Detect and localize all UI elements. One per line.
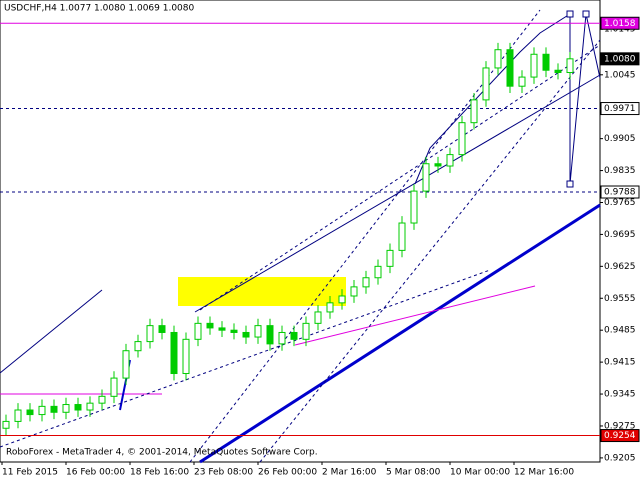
level-label: 0.9971 xyxy=(604,104,636,114)
trend-line xyxy=(194,74,601,313)
candle-body xyxy=(494,49,502,69)
x-tick-label: 26 Feb 00:00 xyxy=(258,468,317,478)
y-tick-label: 0.9275 xyxy=(604,421,636,431)
candle-body xyxy=(398,222,406,251)
candle-body xyxy=(182,338,190,375)
candle-body xyxy=(26,409,34,416)
level-label-bg xyxy=(600,429,640,443)
x-tick-label: 12 Mar 16:00 xyxy=(514,468,574,478)
candle-body xyxy=(314,311,322,324)
trend-line xyxy=(294,285,536,346)
y-tick-label: 0.9695 xyxy=(604,230,636,240)
y-tick-label: 0.9905 xyxy=(604,134,636,144)
candle-body xyxy=(422,163,430,192)
plot-frame xyxy=(0,0,601,463)
candle-body xyxy=(110,377,118,397)
level-label-bg xyxy=(600,102,640,116)
level-label: 0.9254 xyxy=(604,431,636,441)
candle-body xyxy=(506,49,514,87)
candle-body xyxy=(14,409,22,422)
candle-body xyxy=(218,327,226,331)
y-tick-label: 0.9765 xyxy=(604,198,636,208)
candle-body xyxy=(158,325,166,333)
candle-body xyxy=(446,154,454,167)
footer: RoboForex - MetaTrader 4, © 2001-2014, M… xyxy=(6,448,318,458)
candle-body xyxy=(410,190,418,224)
candle-body xyxy=(530,53,538,78)
trend-line xyxy=(0,289,103,374)
y-tick-label: 0.9625 xyxy=(604,262,636,272)
candle-body xyxy=(350,286,358,297)
channel-line xyxy=(0,269,491,448)
level-label-bg xyxy=(600,52,640,66)
zone xyxy=(178,277,346,306)
x-tick-label: 16 Feb 00:00 xyxy=(66,468,125,478)
y-tick-label: 0.9415 xyxy=(604,358,636,368)
candle-body xyxy=(542,53,550,71)
level-label-bg xyxy=(600,16,640,30)
level-label: 0.9788 xyxy=(604,188,636,198)
y-tick-label: 0.9555 xyxy=(604,294,636,304)
candle-body xyxy=(74,404,82,411)
anchor xyxy=(566,10,574,18)
candle-body xyxy=(50,405,58,413)
chart-title: USDCHF,H4 1.0077 1.0080 1.0069 1.0080 xyxy=(4,4,194,14)
x-tick-label: 5 Mar 08:00 xyxy=(386,468,441,478)
x-tick-label: 10 Mar 00:00 xyxy=(450,468,510,478)
candle-body xyxy=(302,322,310,340)
candle-body xyxy=(170,331,178,375)
y-tick-label: 0.9485 xyxy=(604,326,636,336)
channel-line xyxy=(259,39,601,463)
trend-line xyxy=(199,203,601,464)
x-tick-label: 18 Feb 16:00 xyxy=(130,468,189,478)
candle-body xyxy=(86,402,94,411)
x-tick-label: 2 Mar 16:00 xyxy=(322,468,377,478)
anchor xyxy=(566,180,574,188)
candle-body xyxy=(134,341,142,352)
candle-body xyxy=(242,331,250,338)
candle-body xyxy=(338,295,346,304)
candle-body xyxy=(482,67,490,101)
candle-body xyxy=(554,69,562,74)
level-label: 1.0158 xyxy=(604,19,636,29)
x-tick-label: 11 Feb 2015 xyxy=(2,468,58,478)
y-tick-label: 0.9345 xyxy=(604,390,636,400)
candle-body xyxy=(122,350,130,379)
candle-body xyxy=(566,58,574,74)
channel-line xyxy=(189,9,541,463)
candle-body xyxy=(38,405,46,416)
candle-body xyxy=(518,76,526,87)
candle-body xyxy=(290,331,298,340)
candle-body xyxy=(326,302,334,313)
y-tick-label: 1.0045 xyxy=(604,70,636,80)
candle-body xyxy=(278,331,286,345)
candle-body xyxy=(470,99,478,124)
anchor xyxy=(582,10,590,18)
candle-body xyxy=(266,325,274,345)
candle-body xyxy=(230,329,238,333)
candle-body xyxy=(374,265,382,279)
candle-body xyxy=(62,404,70,413)
candle-body xyxy=(434,163,442,167)
x-tick-label: 23 Feb 08:00 xyxy=(194,468,253,478)
candle-body xyxy=(458,122,466,156)
level-label-bg xyxy=(600,185,640,199)
candle-body xyxy=(146,325,154,343)
y-tick-label: 0.9205 xyxy=(604,453,636,463)
candle-body xyxy=(362,277,370,288)
candle-body xyxy=(98,395,106,404)
level-label: 1.0080 xyxy=(604,54,636,64)
y-tick-label: 0.9835 xyxy=(604,166,636,176)
candle-body xyxy=(254,325,262,338)
channel-line xyxy=(199,44,601,311)
candle-body xyxy=(206,322,214,329)
candle-body xyxy=(194,322,202,340)
candle-body xyxy=(386,249,394,267)
candle-body xyxy=(2,420,10,429)
